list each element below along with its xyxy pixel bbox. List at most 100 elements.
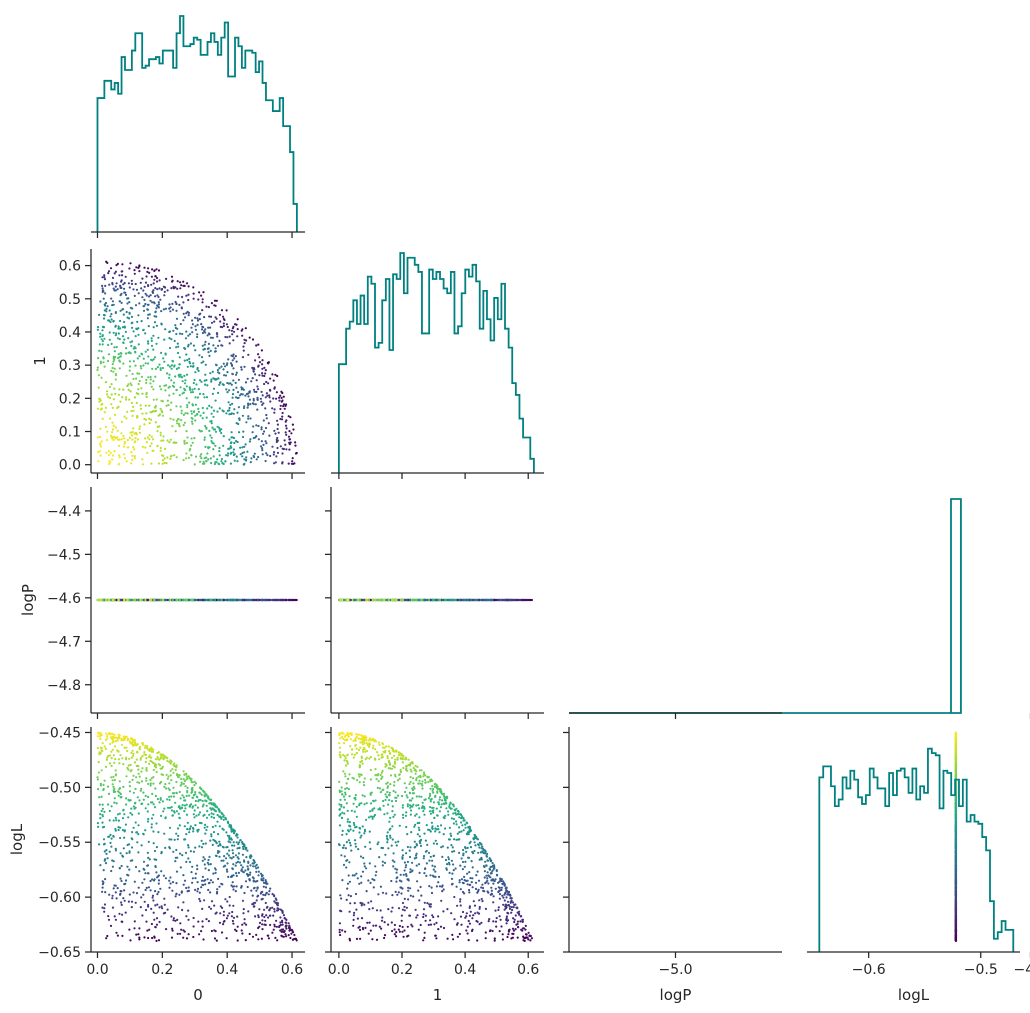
scatter-point xyxy=(429,598,432,602)
scatter-point xyxy=(166,798,169,801)
scatter-point xyxy=(156,288,159,291)
scatter-point xyxy=(190,416,193,420)
scatter-point xyxy=(138,355,141,358)
scatter-point xyxy=(288,441,291,444)
scatter-point xyxy=(147,803,150,806)
scatter-point xyxy=(205,426,208,429)
scatter-point xyxy=(169,438,172,441)
scatter-point xyxy=(108,462,111,466)
scatter-point xyxy=(191,865,194,868)
scatter-point xyxy=(101,807,104,810)
scatter-point xyxy=(150,817,154,820)
scatter-point xyxy=(200,356,204,359)
scatter-point xyxy=(143,751,146,754)
scatter-point xyxy=(100,376,103,379)
scatter-point xyxy=(232,863,235,866)
scatter-point xyxy=(231,372,234,375)
scatter-point xyxy=(103,278,107,281)
scatter-point xyxy=(172,285,175,288)
y-axis-label: logP xyxy=(19,584,37,616)
scatter-point xyxy=(263,366,266,369)
scatter-point xyxy=(144,281,148,284)
scatter-point xyxy=(109,742,112,746)
scatter-point xyxy=(235,386,238,389)
scatter-point xyxy=(200,323,203,326)
scatter-point xyxy=(236,939,239,942)
scatter-point xyxy=(127,282,130,285)
scatter-point xyxy=(262,419,265,422)
scatter-point xyxy=(222,315,225,318)
scatter-point xyxy=(257,916,260,919)
scatter-point xyxy=(294,444,297,447)
scatter-point xyxy=(152,358,155,361)
scatter-point xyxy=(231,849,234,852)
scatter-point xyxy=(120,796,123,799)
scatter-point xyxy=(249,864,252,867)
scatter-point xyxy=(198,392,202,395)
scatter-point xyxy=(267,382,270,385)
scatter-point xyxy=(172,795,176,798)
scatter-point xyxy=(210,412,213,415)
scatter-point xyxy=(214,868,217,871)
scatter-point xyxy=(163,461,166,464)
scatter-point xyxy=(137,327,140,330)
scatter-point xyxy=(255,435,258,438)
scatter-point xyxy=(273,429,276,432)
scatter-point xyxy=(287,415,290,418)
scatter-point xyxy=(281,462,284,465)
scatter-point xyxy=(160,870,163,873)
scatter-point xyxy=(187,334,190,337)
scatter-point xyxy=(260,937,263,940)
scatter-point xyxy=(178,303,181,306)
scatter-point xyxy=(111,454,114,457)
scatter-point xyxy=(244,443,247,446)
scatter-point xyxy=(285,427,288,430)
scatter-point xyxy=(147,362,150,365)
scatter-point xyxy=(108,309,111,312)
scatter-point xyxy=(217,344,220,347)
scatter-point xyxy=(503,598,506,602)
scatter-point xyxy=(154,409,158,412)
scatter-point xyxy=(111,421,114,424)
scatter-point xyxy=(264,440,267,443)
scatter-point xyxy=(119,327,122,330)
scatter-point xyxy=(224,335,227,339)
scatter-point xyxy=(211,336,214,339)
scatter-point xyxy=(112,360,115,363)
scatter-point xyxy=(222,322,225,325)
scatter-point xyxy=(175,317,179,320)
scatter-point xyxy=(525,598,528,602)
scatter-point xyxy=(261,367,264,370)
scatter-point xyxy=(283,439,286,442)
scatter-point xyxy=(136,416,139,419)
scatter-point xyxy=(189,365,192,368)
scatter-point xyxy=(257,388,260,391)
scatter-point xyxy=(174,430,177,433)
scatter-point xyxy=(182,284,185,287)
scatter-point xyxy=(171,302,174,305)
scatter-point xyxy=(183,879,187,882)
scatter-point xyxy=(164,328,167,331)
scatter-point xyxy=(349,598,352,602)
scatter-point xyxy=(226,325,229,329)
scatter-point xyxy=(241,932,244,935)
scatter-point xyxy=(222,818,225,821)
scatter-point xyxy=(190,420,194,423)
scatter-point xyxy=(107,270,111,273)
scatter-point xyxy=(224,898,227,901)
scatter-point xyxy=(248,440,251,443)
scatter-point xyxy=(191,388,194,391)
scatter-point xyxy=(234,854,238,857)
scatter-point xyxy=(222,846,225,849)
scatter-point xyxy=(182,413,185,416)
scatter-point xyxy=(182,312,185,315)
scatter-point xyxy=(203,858,206,861)
scatter-point xyxy=(102,313,106,317)
scatter-point xyxy=(133,269,136,272)
scatter-point xyxy=(285,927,288,930)
scatter-point xyxy=(107,918,111,921)
scatter-point xyxy=(109,833,112,837)
scatter-point xyxy=(279,445,282,448)
scatter-point xyxy=(207,351,210,354)
scatter-point xyxy=(246,377,249,380)
